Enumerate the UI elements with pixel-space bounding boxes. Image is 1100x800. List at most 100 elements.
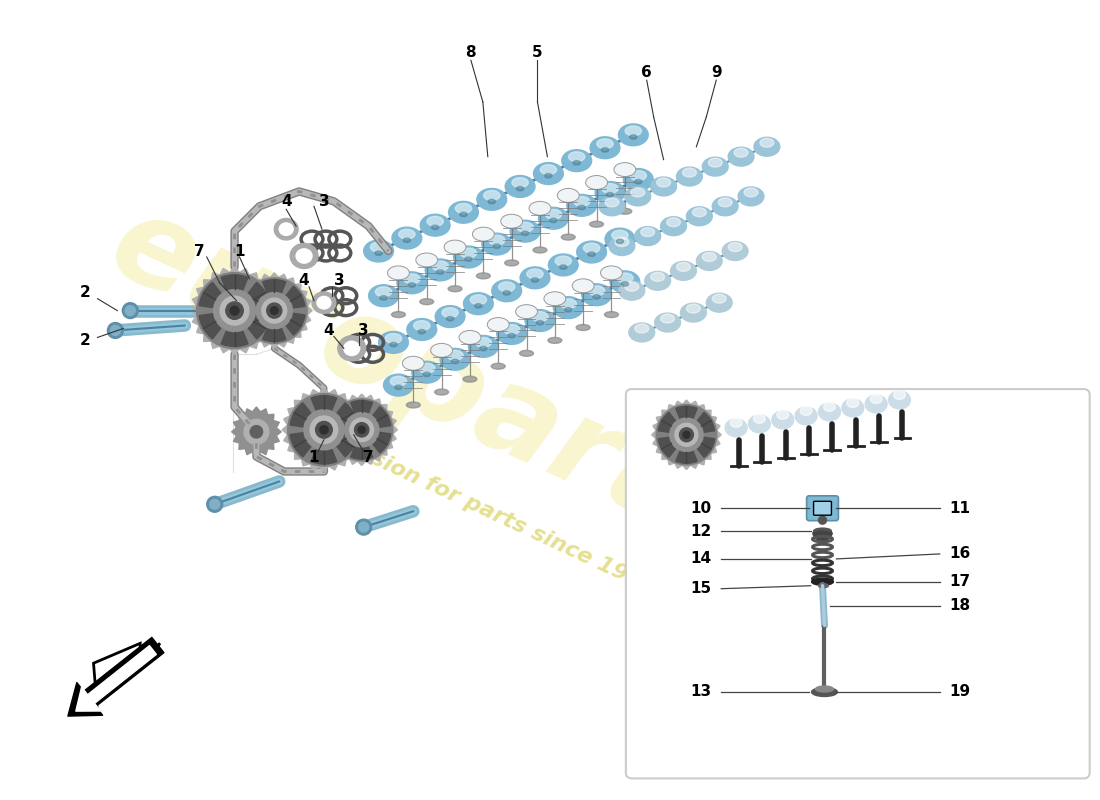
Ellipse shape bbox=[754, 138, 780, 156]
Ellipse shape bbox=[692, 208, 706, 217]
Text: 3: 3 bbox=[333, 274, 344, 288]
Ellipse shape bbox=[583, 243, 600, 253]
Wedge shape bbox=[323, 403, 358, 430]
Ellipse shape bbox=[609, 237, 635, 255]
Circle shape bbox=[344, 413, 378, 447]
Ellipse shape bbox=[681, 303, 706, 322]
Ellipse shape bbox=[279, 223, 294, 235]
Circle shape bbox=[207, 496, 222, 512]
Ellipse shape bbox=[469, 335, 498, 358]
Text: 2: 2 bbox=[80, 333, 91, 348]
Ellipse shape bbox=[539, 207, 569, 229]
Circle shape bbox=[287, 394, 360, 466]
Wedge shape bbox=[351, 430, 373, 459]
Ellipse shape bbox=[529, 202, 551, 215]
Ellipse shape bbox=[556, 256, 572, 266]
Ellipse shape bbox=[615, 238, 629, 246]
Ellipse shape bbox=[800, 406, 812, 415]
Polygon shape bbox=[236, 273, 312, 348]
Ellipse shape bbox=[504, 325, 520, 334]
Ellipse shape bbox=[777, 410, 789, 419]
Ellipse shape bbox=[795, 407, 817, 425]
Ellipse shape bbox=[738, 187, 763, 206]
Circle shape bbox=[354, 422, 368, 437]
Ellipse shape bbox=[379, 296, 387, 300]
Ellipse shape bbox=[814, 528, 832, 534]
Ellipse shape bbox=[516, 186, 524, 191]
Circle shape bbox=[213, 290, 255, 331]
Wedge shape bbox=[290, 403, 323, 430]
Circle shape bbox=[355, 519, 372, 535]
Ellipse shape bbox=[629, 135, 637, 139]
Ellipse shape bbox=[390, 376, 407, 386]
Circle shape bbox=[226, 302, 243, 319]
FancyBboxPatch shape bbox=[806, 496, 838, 521]
Wedge shape bbox=[813, 531, 833, 541]
Ellipse shape bbox=[548, 338, 562, 343]
Circle shape bbox=[250, 426, 263, 438]
Text: 7: 7 bbox=[195, 243, 205, 258]
Wedge shape bbox=[263, 310, 286, 342]
Ellipse shape bbox=[395, 385, 403, 390]
Ellipse shape bbox=[493, 244, 500, 249]
Ellipse shape bbox=[573, 161, 581, 165]
Circle shape bbox=[675, 423, 697, 446]
Ellipse shape bbox=[870, 394, 882, 403]
Ellipse shape bbox=[602, 148, 608, 152]
Ellipse shape bbox=[411, 362, 441, 383]
Ellipse shape bbox=[702, 157, 728, 176]
Wedge shape bbox=[311, 395, 337, 430]
Ellipse shape bbox=[312, 292, 336, 314]
Ellipse shape bbox=[437, 270, 444, 274]
Ellipse shape bbox=[605, 312, 618, 318]
Ellipse shape bbox=[657, 178, 671, 187]
Ellipse shape bbox=[534, 247, 547, 253]
Ellipse shape bbox=[651, 272, 664, 282]
Ellipse shape bbox=[585, 175, 607, 190]
Ellipse shape bbox=[635, 226, 661, 246]
Ellipse shape bbox=[375, 251, 383, 255]
Ellipse shape bbox=[606, 193, 614, 197]
Ellipse shape bbox=[431, 226, 439, 230]
Ellipse shape bbox=[488, 235, 505, 245]
Ellipse shape bbox=[682, 168, 696, 177]
Ellipse shape bbox=[661, 314, 674, 323]
Ellipse shape bbox=[562, 150, 592, 171]
Circle shape bbox=[680, 428, 693, 442]
Wedge shape bbox=[675, 434, 697, 463]
Ellipse shape bbox=[385, 334, 402, 343]
Ellipse shape bbox=[582, 284, 612, 306]
Wedge shape bbox=[362, 406, 390, 430]
Circle shape bbox=[304, 410, 344, 450]
Ellipse shape bbox=[566, 194, 596, 216]
Ellipse shape bbox=[641, 228, 654, 237]
Ellipse shape bbox=[651, 177, 676, 196]
Ellipse shape bbox=[696, 251, 723, 270]
Ellipse shape bbox=[451, 359, 459, 364]
Ellipse shape bbox=[818, 403, 840, 421]
Wedge shape bbox=[311, 430, 337, 464]
Ellipse shape bbox=[686, 207, 713, 226]
Ellipse shape bbox=[500, 214, 522, 228]
Ellipse shape bbox=[730, 418, 743, 427]
Text: 19: 19 bbox=[949, 685, 970, 699]
Text: 6: 6 bbox=[641, 65, 652, 80]
Ellipse shape bbox=[375, 287, 392, 297]
Ellipse shape bbox=[517, 222, 534, 232]
Circle shape bbox=[331, 398, 393, 461]
Wedge shape bbox=[332, 430, 362, 453]
Ellipse shape bbox=[725, 419, 747, 437]
Ellipse shape bbox=[842, 399, 864, 417]
Ellipse shape bbox=[424, 372, 430, 377]
Ellipse shape bbox=[484, 190, 500, 200]
Ellipse shape bbox=[635, 179, 642, 184]
Ellipse shape bbox=[371, 242, 387, 252]
Text: 18: 18 bbox=[949, 598, 970, 613]
Ellipse shape bbox=[296, 249, 312, 263]
Ellipse shape bbox=[569, 152, 585, 162]
Ellipse shape bbox=[420, 214, 450, 236]
Ellipse shape bbox=[368, 285, 398, 306]
Ellipse shape bbox=[718, 198, 733, 207]
Ellipse shape bbox=[387, 266, 409, 280]
Ellipse shape bbox=[482, 233, 512, 255]
